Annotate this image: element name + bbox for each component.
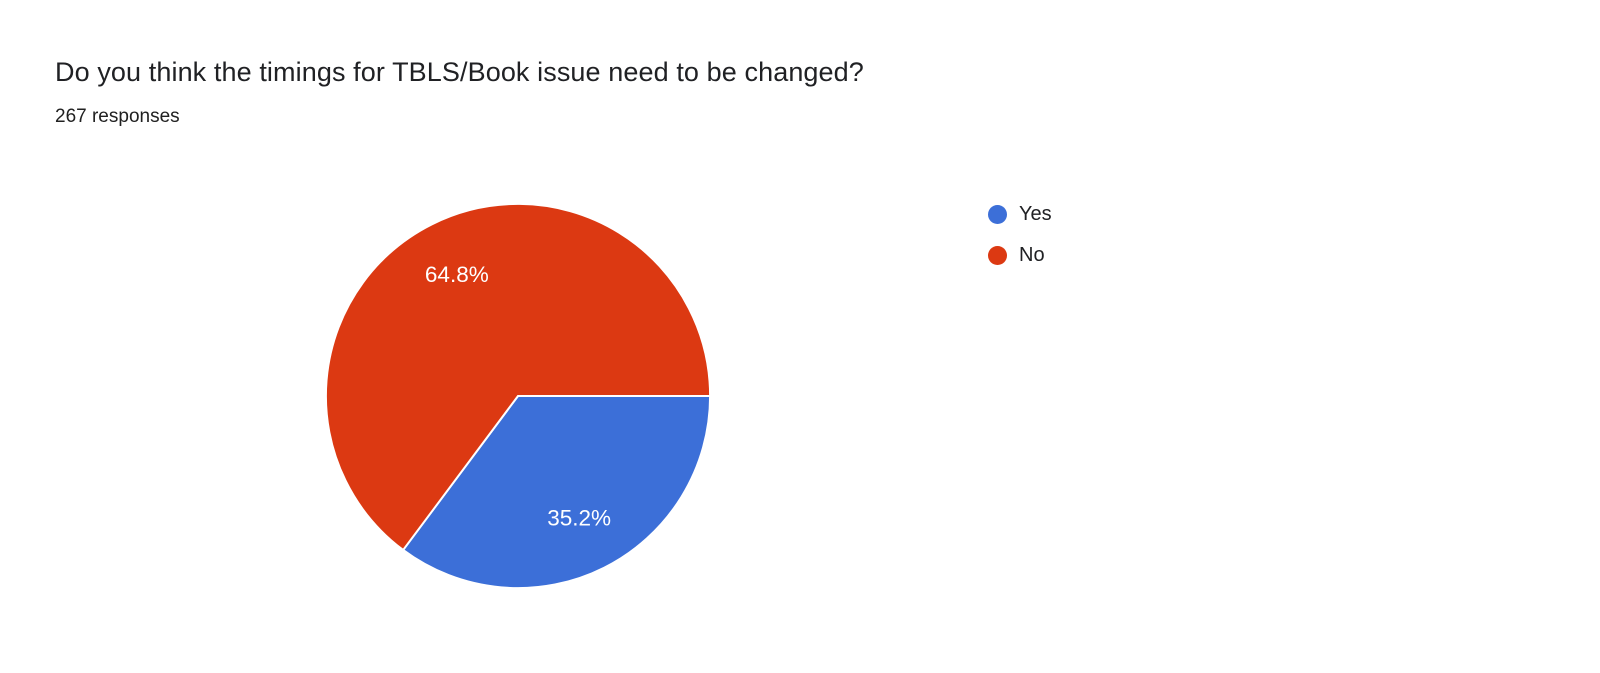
pie-chart-area: 35.2% 64.8% Yes No	[0, 170, 1600, 640]
pie-value-label-yes: 35.2%	[547, 506, 611, 531]
responses-count: 267 responses	[55, 106, 180, 127]
pie-slice-no[interactable]	[325, 202, 712, 552]
legend-label-no: No	[1019, 243, 1045, 266]
pie-slice-yes[interactable]	[401, 395, 712, 590]
legend-item-no: No	[988, 241, 1052, 269]
pie-value-label-no: 64.8%	[425, 262, 489, 287]
question-title: Do you think the timings for TBLS/Book i…	[55, 57, 864, 87]
legend-label-yes: Yes	[1019, 202, 1052, 225]
legend-swatch-yes	[988, 204, 1007, 224]
legend-item-yes: Yes	[988, 200, 1052, 228]
legend-swatch-no	[988, 245, 1007, 265]
pie-chart-svg: 35.2% 64.8%	[325, 202, 712, 590]
chart-legend: Yes No	[988, 200, 1052, 282]
